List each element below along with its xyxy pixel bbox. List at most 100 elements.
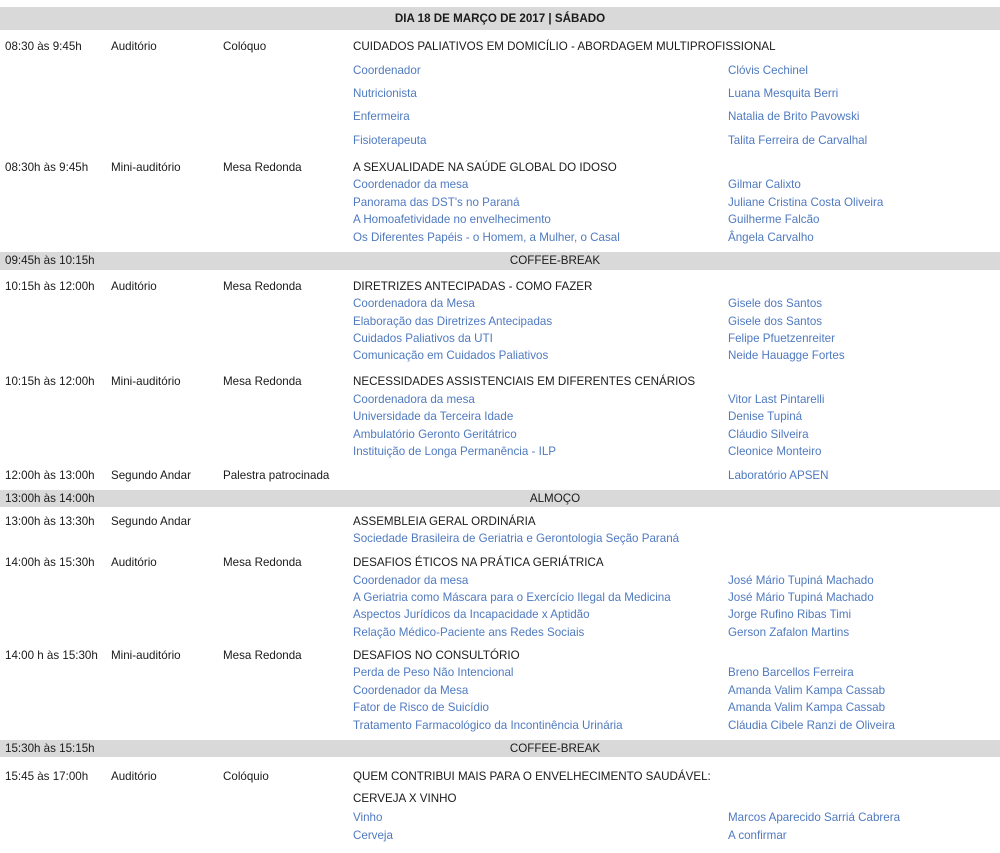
talk-speaker: Guilherme Falcão <box>728 213 820 226</box>
talk-speaker: Ângela Carvalho <box>728 231 814 244</box>
day-header-title: DIA 18 DE MARÇO DE 2017 | SÁBADO <box>394 11 606 25</box>
talk-topic: Coordenador <box>353 64 421 77</box>
talk-topic: Aspectos Jurídicos da Incapacidade x Apt… <box>353 608 590 621</box>
talk-topic: Nutricionista <box>353 87 417 100</box>
talk-speaker: Natalia de Brito Pavowski <box>728 110 860 123</box>
session-room: Auditório <box>111 556 157 569</box>
talk-topic: Coordenadora da Mesa <box>353 297 475 310</box>
talk-topic: Ambulatório Geronto Geritátrico <box>353 428 517 441</box>
session-room: Mini-auditório <box>111 649 181 662</box>
session-time: 10:15h às 12:00h <box>5 375 95 388</box>
session-type: Colóquio <box>223 770 269 783</box>
session-title: QUEM CONTRIBUI MAIS PARA O ENVELHECIMENT… <box>353 770 711 783</box>
break-label: COFFEE-BREAK <box>509 254 601 267</box>
session-type: Colóquo <box>223 40 267 53</box>
talk-topic: Cuidados Paliativos da UTI <box>353 332 493 345</box>
talk-topic: Enfermeira <box>353 110 410 123</box>
break-label: ALMOÇO <box>529 491 581 505</box>
session-title: DESAFIOS NO CONSULTÓRIO <box>353 649 520 662</box>
session-time: 08:30h às 9:45h <box>5 161 89 174</box>
talk-topic: Coordenador da mesa <box>353 178 469 191</box>
talk-topic: Instituição de Longa Permanência - ILP <box>353 445 557 458</box>
break-time: 09:45h às 10:15h <box>5 254 95 267</box>
talk-speaker: Gisele dos Santos <box>728 315 823 328</box>
talk-topic: Fator de Risco de Suicídio <box>353 701 489 714</box>
session-time: 10:15h às 12:00h <box>5 280 95 293</box>
session-time: 08:30 às 9:45h <box>5 40 82 53</box>
talk-topic: A Homoafetividade no envelhecimento <box>353 213 551 226</box>
talk-speaker: Cláudia Cibele Ranzi de Oliveira <box>728 719 895 732</box>
session-speaker: Laboratório APSEN <box>728 469 829 482</box>
session-title: CUIDADOS PALIATIVOS EM DOMICÍLIO - ABORD… <box>353 40 776 53</box>
talk-topic: Comunicação em Cuidados Paliativos <box>353 349 549 362</box>
session-time: 12:00h às 13:00h <box>5 469 95 482</box>
talk-speaker: Denise Tupiná <box>728 410 803 423</box>
talk-topic: Coordenadora da mesa <box>353 393 475 406</box>
talk-topic: Universidade da Terceira Idade <box>353 410 514 423</box>
talk-speaker: Talita Ferreira de Carvalhal <box>728 134 868 147</box>
break-band: 15:30h às 15:15h COFFEE-BREAK <box>0 740 1000 757</box>
talk-speaker: Neide Hauagge Fortes <box>728 349 845 362</box>
talk-topic: Coordenador da Mesa <box>353 684 469 697</box>
talk-speaker: Marcos Aparecido Sarriá Cabrera <box>728 811 901 824</box>
talk-topic: Perda de Peso Não Intencional <box>353 666 514 679</box>
break-time: 13:00h às 14:00h <box>5 491 95 505</box>
session-room: Mini-auditório <box>111 161 181 174</box>
talk-speaker: Jorge Rufino Ribas Timi <box>728 608 852 621</box>
session-time: 14:00 h às 15:30h <box>5 649 98 662</box>
break-band: 13:00h às 14:00h ALMOÇO <box>0 490 1000 507</box>
session-room: Auditório <box>111 40 157 53</box>
talk-topic: Sociedade Brasileira de Geriatria e Gero… <box>353 532 680 545</box>
talk-speaker: José Mário Tupiná Machado <box>728 574 874 587</box>
session-title: ASSEMBLEIA GERAL ORDINÁRIA <box>353 515 536 528</box>
talk-topic: Vinho <box>353 811 383 824</box>
talk-topic: Panorama das DST's no Paraná <box>353 196 520 209</box>
session-room: Mini-auditório <box>111 375 181 388</box>
talk-speaker: Vitor Last Pintarelli <box>728 393 825 406</box>
session-title: NECESSIDADES ASSISTENCIAIS EM DIFERENTES… <box>353 375 696 388</box>
break-band: 09:45h às 10:15h COFFEE-BREAK <box>0 252 1000 270</box>
break-label: COFFEE-BREAK <box>509 741 601 755</box>
session-time: 15:45 às 17:00h <box>5 770 89 783</box>
talk-speaker: Gerson Zafalon Martins <box>728 626 850 639</box>
talk-topic: Relação Médico-Paciente ans Redes Sociai… <box>353 626 585 639</box>
talk-topic: Os Diferentes Papéis - o Homem, a Mulher… <box>353 231 620 244</box>
talk-topic: A Geriatria como Máscara para o Exercíci… <box>353 591 671 604</box>
talk-speaker: Felipe Pfuetzenreiter <box>728 332 835 345</box>
session-room: Segundo Andar <box>111 515 191 528</box>
day-header-band: DIA 18 DE MARÇO DE 2017 | SÁBADO <box>0 7 1000 30</box>
session-title: DIRETRIZES ANTECIPADAS - COMO FAZER <box>353 280 593 293</box>
talk-speaker: Cláudio Silveira <box>728 428 809 441</box>
session-title: A SEXUALIDADE NA SAÚDE GLOBAL DO IDOSO <box>353 161 617 174</box>
talk-topic: Tratamento Farmacológico da Incontinênci… <box>353 719 623 732</box>
session-time: 13:00h às 13:30h <box>5 515 95 528</box>
session-room: Auditório <box>111 770 157 783</box>
talk-speaker: A confirmar <box>728 829 787 842</box>
session-title: DESAFIOS ÉTICOS NA PRÁTICA GERIÁTRICA <box>353 556 604 569</box>
session-room: Auditório <box>111 280 157 293</box>
session-type: Mesa Redonda <box>223 161 302 174</box>
talk-topic: Fisioterapeuta <box>353 134 427 147</box>
session-type: Mesa Redonda <box>223 556 302 569</box>
session-type: Mesa Redonda <box>223 375 302 388</box>
session-title: CERVEJA X VINHO <box>353 792 457 805</box>
talk-speaker: Gisele dos Santos <box>728 297 823 310</box>
talk-speaker: Gilmar Calixto <box>728 178 801 191</box>
talk-topic: Coordenador da mesa <box>353 574 469 587</box>
talk-speaker: José Mário Tupiná Machado <box>728 591 874 604</box>
talk-speaker: Breno Barcellos Ferreira <box>728 666 854 679</box>
talk-speaker: Amanda Valim Kampa Cassab <box>728 684 886 697</box>
talk-speaker: Juliane Cristina Costa Oliveira <box>728 196 884 209</box>
session-room: Segundo Andar <box>111 469 191 482</box>
talk-topic: Cerveja <box>353 829 393 842</box>
talk-speaker: Clóvis Cechinel <box>728 64 808 77</box>
session-time: 14:00h às 15:30h <box>5 556 95 569</box>
talk-speaker: Cleonice Monteiro <box>728 445 822 458</box>
break-time: 15:30h às 15:15h <box>5 741 95 755</box>
session-type: Palestra patrocinada <box>223 469 330 482</box>
session-type: Mesa Redonda <box>223 280 302 293</box>
talk-topic: Elaboração das Diretrizes Antecipadas <box>353 315 553 328</box>
talk-speaker: Amanda Valim Kampa Cassab <box>728 701 886 714</box>
session-type: Mesa Redonda <box>223 649 302 662</box>
